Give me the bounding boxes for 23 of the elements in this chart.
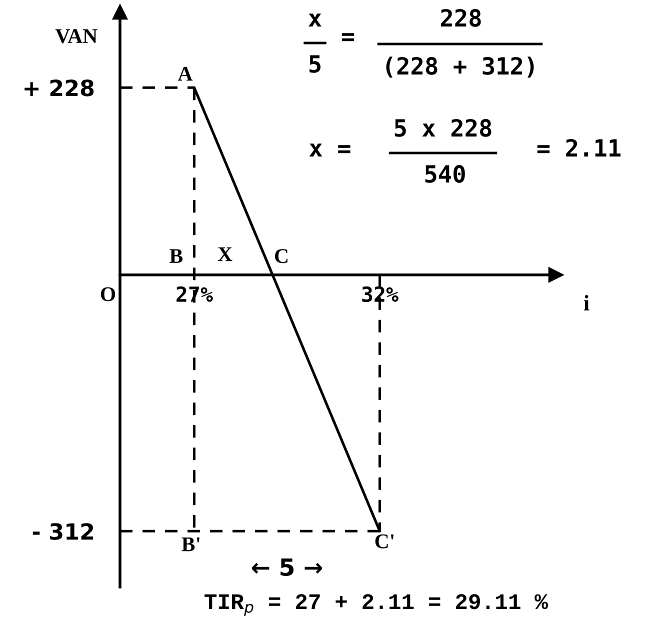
annotation: C'	[375, 534, 394, 548]
annotation: = 2.11	[537, 138, 621, 157]
annotation: 228	[441, 8, 481, 27]
annotation: x	[308, 14, 322, 27]
x-axis-title: i	[584, 294, 590, 310]
text: TIR$_{p}$ = 27 + 2.11 = 29.11 %	[204, 594, 548, 616]
annotation: (228 + 312)	[386, 56, 534, 78]
y-tick-label: + 228	[24, 80, 94, 96]
annotation: B'	[182, 538, 200, 552]
y-tick-label: - 312	[32, 523, 94, 540]
annotation: C	[275, 249, 288, 264]
y-axis-title: VAN	[55, 29, 98, 44]
annotation: 5 x 228	[394, 118, 492, 137]
text: O	[100, 287, 116, 302]
annotation: ← 5 →	[252, 558, 322, 576]
annotation: 540	[425, 164, 465, 183]
annotation: 5	[310, 55, 321, 73]
annotation: A	[178, 66, 193, 81]
annotation: B	[170, 249, 183, 263]
annotation: =	[342, 33, 354, 42]
annotation: X	[218, 247, 232, 262]
annotation: x =	[309, 144, 350, 157]
x-tick-label: 32%	[362, 286, 398, 302]
